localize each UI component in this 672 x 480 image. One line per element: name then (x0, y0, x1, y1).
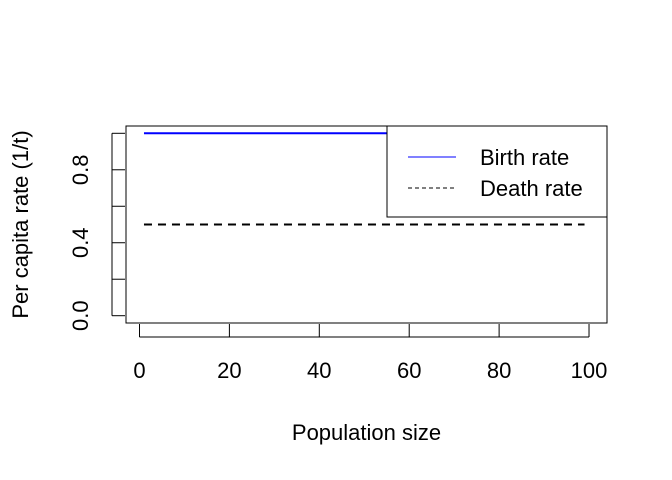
legend-label-death-rate: Death rate (480, 176, 583, 201)
x-axis: 0 20 40 60 80 100 (133, 324, 607, 383)
x-axis-title: Population size (292, 420, 441, 445)
x-tick-label-60: 60 (397, 358, 421, 383)
legend-label-birth-rate: Birth rate (480, 145, 569, 170)
y-axis-title: Per capita rate (1/t) (8, 130, 33, 318)
x-tick-label-100: 100 (571, 358, 608, 383)
y-axis: 0.0 0.4 0.8 (68, 132, 125, 331)
plot-frame (125, 125, 608, 324)
y-tick-label-0-0: 0.0 (68, 300, 93, 331)
legend-box (386, 125, 608, 218)
x-tick-label-20: 20 (217, 358, 241, 383)
x-tick-label-0: 0 (133, 358, 145, 383)
x-tick-label-80: 80 (487, 358, 511, 383)
legend: Birth rate Death rate (386, 125, 608, 218)
y-tick-label-0-8: 0.8 (68, 154, 93, 185)
y-tick-label-0-4: 0.4 (68, 227, 93, 258)
x-tick-label-40: 40 (307, 358, 331, 383)
